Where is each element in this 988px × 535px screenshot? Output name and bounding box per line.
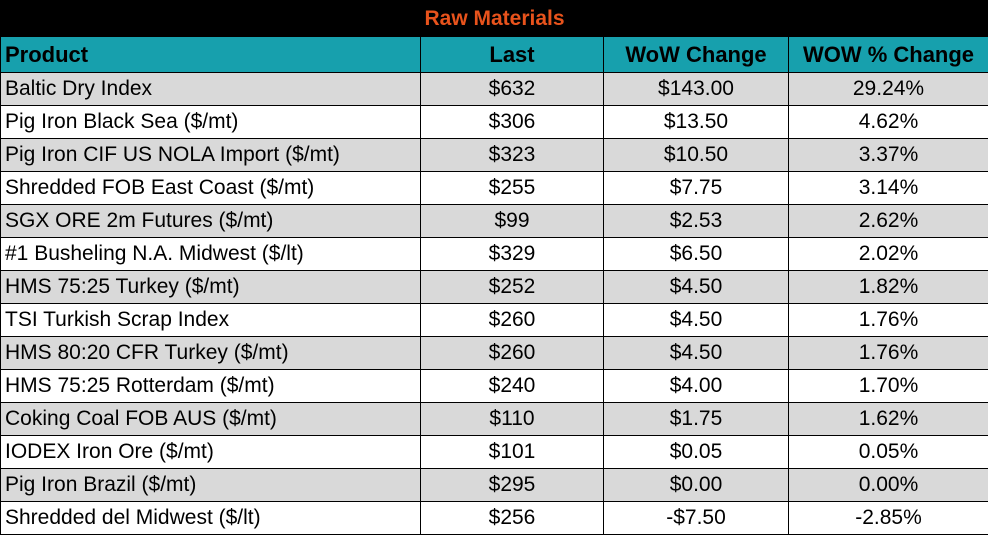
cell-product: Baltic Dry Index (0, 72, 421, 106)
cell-last: $260 (420, 303, 604, 337)
cell-wow-pct-change: 2.62% (788, 204, 988, 238)
cell-wow-pct-change: -2.85% (788, 501, 988, 535)
cell-last: $99 (420, 204, 604, 238)
table-row: Coking Coal FOB AUS ($/mt) $110 $1.75 1.62% (0, 402, 988, 436)
cell-wow-pct-change: 1.62% (788, 402, 988, 436)
cell-wow-change: $6.50 (603, 237, 789, 271)
table-row: HMS 75:25 Rotterdam ($/mt) $240 $4.00 1.70% (0, 369, 988, 403)
cell-wow-change: $4.50 (603, 303, 789, 337)
cell-last: $255 (420, 171, 604, 205)
cell-last: $632 (420, 72, 604, 106)
cell-wow-change: $10.50 (603, 138, 789, 172)
cell-last: $323 (420, 138, 604, 172)
cell-last: $110 (420, 402, 604, 436)
cell-wow-change: $4.50 (603, 336, 789, 370)
table-header-row: Product Last WoW Change WOW % Change (0, 36, 988, 73)
cell-wow-change: $4.50 (603, 270, 789, 304)
cell-wow-pct-change: 0.05% (788, 435, 988, 469)
cell-wow-pct-change: 3.14% (788, 171, 988, 205)
cell-product: HMS 80:20 CFR Turkey ($/mt) (0, 336, 421, 370)
cell-last: $329 (420, 237, 604, 271)
cell-wow-pct-change: 4.62% (788, 105, 988, 139)
cell-last: $101 (420, 435, 604, 469)
cell-product: Pig Iron Brazil ($/mt) (0, 468, 421, 502)
cell-wow-pct-change: 2.02% (788, 237, 988, 271)
cell-wow-pct-change: 1.76% (788, 336, 988, 370)
cell-last: $260 (420, 336, 604, 370)
column-header-last: Last (420, 36, 604, 73)
cell-product: Pig Iron Black Sea ($/mt) (0, 105, 421, 139)
cell-wow-change: $1.75 (603, 402, 789, 436)
table-row: Pig Iron CIF US NOLA Import ($/mt) $323 $1… (0, 138, 988, 172)
cell-product: HMS 75:25 Rotterdam ($/mt) (0, 369, 421, 403)
table-title: Raw Materials (0, 0, 988, 37)
cell-wow-pct-change: 1.82% (788, 270, 988, 304)
table-title-row: Raw Materials (0, 0, 988, 37)
column-header-product: Product (0, 36, 421, 73)
table-row: Shredded del Midwest ($/lt) $256 -$7.50 -2.… (0, 501, 988, 535)
cell-last: $306 (420, 105, 604, 139)
cell-product: #1 Busheling N.A. Midwest ($/lt) (0, 237, 421, 271)
table-row: Pig Iron Brazil ($/mt) $295 $0.00 0.00% (0, 468, 988, 502)
table-row: TSI Turkish Scrap Index $260 $4.50 1.76% (0, 303, 988, 337)
cell-last: $295 (420, 468, 604, 502)
cell-product: IODEX Iron Ore ($/mt) (0, 435, 421, 469)
cell-product: HMS 75:25 Turkey ($/mt) (0, 270, 421, 304)
cell-wow-pct-change: 0.00% (788, 468, 988, 502)
cell-last: $240 (420, 369, 604, 403)
cell-wow-pct-change: 1.76% (788, 303, 988, 337)
table-row: SGX ORE 2m Futures ($/mt) $99 $2.53 2.62% (0, 204, 988, 238)
table-row: HMS 80:20 CFR Turkey ($/mt) $260 $4.50 1.76… (0, 336, 988, 370)
cell-wow-change: $7.75 (603, 171, 789, 205)
cell-product: Shredded del Midwest ($/lt) (0, 501, 421, 535)
cell-product: Coking Coal FOB AUS ($/mt) (0, 402, 421, 436)
cell-wow-change: $13.50 (603, 105, 789, 139)
table-row: HMS 75:25 Turkey ($/mt) $252 $4.50 1.82% (0, 270, 988, 304)
cell-wow-change: -$7.50 (603, 501, 789, 535)
cell-product: SGX ORE 2m Futures ($/mt) (0, 204, 421, 238)
table-row: #1 Busheling N.A. Midwest ($/lt) $329 $6.5… (0, 237, 988, 271)
cell-product: Pig Iron CIF US NOLA Import ($/mt) (0, 138, 421, 172)
column-header-wow-change: WoW Change (603, 36, 789, 73)
table-row: Baltic Dry Index $632 $143.00 29.24% (0, 72, 988, 106)
table-body: Baltic Dry Index $632 $143.00 29.24% Pig Iro… (0, 72, 988, 535)
cell-wow-pct-change: 3.37% (788, 138, 988, 172)
cell-wow-change: $4.00 (603, 369, 789, 403)
cell-last: $256 (420, 501, 604, 535)
cell-wow-pct-change: 1.70% (788, 369, 988, 403)
cell-wow-change: $0.00 (603, 468, 789, 502)
cell-product: TSI Turkish Scrap Index (0, 303, 421, 337)
cell-wow-change: $0.05 (603, 435, 789, 469)
cell-wow-pct-change: 29.24% (788, 72, 988, 106)
table-row: Shredded FOB East Coast ($/mt) $255 $7.75 3… (0, 171, 988, 205)
cell-wow-change: $2.53 (603, 204, 789, 238)
table-row: IODEX Iron Ore ($/mt) $101 $0.05 0.05% (0, 435, 988, 469)
cell-product: Shredded FOB East Coast ($/mt) (0, 171, 421, 205)
column-header-wow-pct-change: WOW % Change (788, 36, 988, 73)
cell-wow-change: $143.00 (603, 72, 789, 106)
cell-last: $252 (420, 270, 604, 304)
table-row: Pig Iron Black Sea ($/mt) $306 $13.50 4.62% (0, 105, 988, 139)
